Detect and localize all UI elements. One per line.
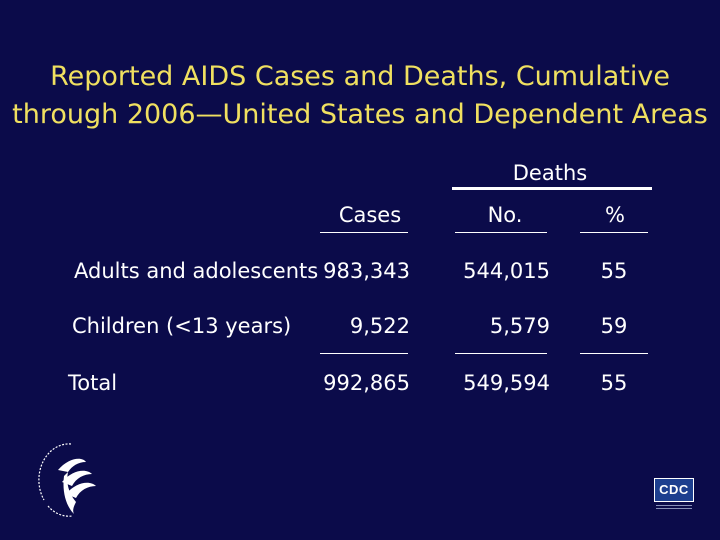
cases-value: 9,522 [349, 314, 410, 338]
cases-total-rule [320, 353, 408, 354]
deaths-percent-header-underline [580, 232, 648, 233]
slide-title: Reported AIDS Cases and Deaths, Cumulati… [0, 58, 720, 134]
percent-value: 59 [600, 314, 628, 338]
slide-title-line-1: Reported AIDS Cases and Deaths, Cumulati… [50, 61, 670, 92]
deaths-percent-column-header: % [605, 203, 625, 227]
deaths-percent-total-rule [580, 353, 648, 354]
deaths-header-rule [452, 187, 652, 190]
cdc-logo-text: CDC [654, 478, 694, 502]
row-label: Children (<13 years) [72, 314, 292, 338]
cases-value: 992,865 [323, 371, 410, 395]
cdc-logo: CDC [654, 478, 694, 512]
deaths-number-column-header: No. [487, 203, 523, 227]
deaths-number-total-rule [455, 353, 547, 354]
percent-value: 55 [600, 259, 628, 283]
cases-header-underline [320, 232, 408, 233]
deaths-number-header-underline [455, 232, 547, 233]
cases-value: 983,343 [323, 259, 410, 283]
row-label: Total [68, 371, 118, 395]
row-label: Adults and adolescents [74, 259, 319, 283]
deaths-value: 549,594 [463, 371, 550, 395]
deaths-value: 544,015 [463, 259, 550, 283]
percent-value: 55 [600, 371, 628, 395]
deaths-value: 5,579 [489, 314, 550, 338]
hhs-eagle-seal-icon [38, 443, 96, 517]
cases-column-header: Cases [338, 203, 402, 227]
slide-title-line-2: through 2006—United States and Dependent… [12, 99, 708, 130]
deaths-group-header: Deaths [512, 161, 588, 185]
